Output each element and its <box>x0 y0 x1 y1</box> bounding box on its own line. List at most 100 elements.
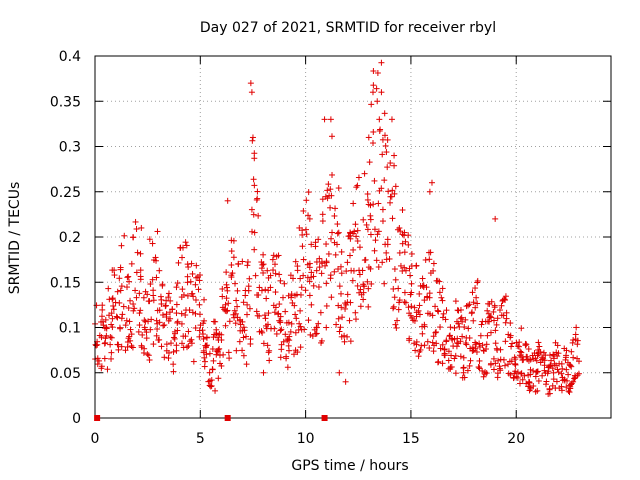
data-point <box>201 354 208 361</box>
x-tick-label: 5 <box>196 431 205 447</box>
data-point <box>182 239 189 246</box>
data-point <box>173 310 180 317</box>
data-point <box>188 336 195 343</box>
data-point <box>500 356 507 363</box>
data-point <box>375 228 382 235</box>
data-point <box>356 244 363 251</box>
data-point <box>477 332 484 339</box>
data-point <box>303 231 310 238</box>
data-point <box>401 264 408 271</box>
data-point <box>243 333 250 340</box>
data-point <box>571 375 578 382</box>
gap-markers <box>94 415 328 421</box>
data-point <box>563 377 570 384</box>
data-point <box>436 289 443 296</box>
data-point <box>492 360 499 367</box>
y-tick-label: 0.25 <box>50 185 81 201</box>
data-point <box>251 150 258 157</box>
data-point <box>575 370 582 377</box>
data-point <box>173 301 180 308</box>
data-point <box>186 307 193 314</box>
data-point <box>102 335 109 342</box>
data-point <box>502 297 509 304</box>
data-point <box>488 314 495 321</box>
data-point <box>526 387 533 394</box>
data-point <box>523 341 530 348</box>
data-point <box>507 320 514 327</box>
data-point <box>451 324 458 331</box>
data-point <box>114 314 121 321</box>
data-point <box>254 195 261 202</box>
data-point <box>149 240 156 247</box>
data-point <box>547 362 554 369</box>
data-point <box>492 215 499 222</box>
data-point <box>156 307 163 314</box>
data-point <box>282 308 289 315</box>
data-point <box>99 306 106 313</box>
data-point <box>347 235 354 242</box>
data-point <box>185 342 192 349</box>
data-point <box>553 378 560 385</box>
data-point <box>123 284 130 291</box>
data-point <box>405 241 412 248</box>
data-point <box>470 299 477 306</box>
data-point <box>503 309 510 316</box>
data-point <box>280 294 287 301</box>
data-point <box>426 188 433 195</box>
data-point <box>371 247 378 254</box>
data-point <box>409 314 416 321</box>
data-point <box>315 320 322 327</box>
data-point <box>212 387 219 394</box>
data-point <box>125 273 132 280</box>
data-point <box>475 364 482 371</box>
data-point <box>408 303 415 310</box>
data-point <box>473 294 480 301</box>
data-point <box>249 137 256 144</box>
data-point <box>228 248 235 255</box>
data-point <box>258 265 265 272</box>
data-point <box>327 116 334 123</box>
data-point <box>260 251 267 258</box>
data-point <box>466 301 473 308</box>
data-point <box>497 346 504 353</box>
data-point <box>165 290 172 297</box>
data-point <box>223 269 230 276</box>
data-point <box>239 258 246 265</box>
data-point <box>318 337 325 344</box>
data-point <box>225 349 232 356</box>
data-point <box>228 262 235 269</box>
data-point <box>491 317 498 324</box>
data-point <box>354 238 361 245</box>
data-point <box>188 260 195 267</box>
data-point <box>476 357 483 364</box>
data-point <box>102 316 109 323</box>
data-point <box>336 369 343 376</box>
data-point <box>262 315 269 322</box>
data-point <box>331 212 338 219</box>
data-point <box>501 296 508 303</box>
data-point <box>346 252 353 259</box>
data-point <box>416 290 423 297</box>
data-point <box>240 334 247 341</box>
data-point <box>138 342 145 349</box>
data-point <box>147 326 154 333</box>
data-point <box>170 361 177 368</box>
data-point <box>411 304 418 311</box>
data-point <box>541 367 548 374</box>
data-point <box>167 297 174 304</box>
data-point <box>388 116 395 123</box>
data-point <box>367 265 374 272</box>
data-point <box>165 355 172 362</box>
data-point <box>433 340 440 347</box>
data-point <box>108 310 115 317</box>
data-point <box>146 236 153 243</box>
data-point <box>540 355 547 362</box>
data-point <box>452 370 459 377</box>
data-point <box>137 273 144 280</box>
data-point <box>508 343 515 350</box>
data-point <box>490 308 497 315</box>
data-point <box>385 188 392 195</box>
data-point <box>565 388 572 395</box>
data-point <box>267 284 274 291</box>
data-points <box>92 59 582 398</box>
